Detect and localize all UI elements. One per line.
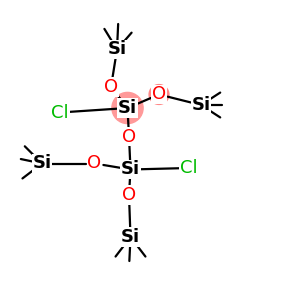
Text: Si: Si [121,228,140,246]
Text: Si: Si [32,154,52,172]
Text: Cl: Cl [180,159,198,177]
Circle shape [149,85,169,104]
Text: Cl: Cl [51,103,69,122]
Text: Si: Si [107,40,127,58]
Text: O: O [152,85,166,103]
Text: O: O [104,78,118,96]
Text: Si: Si [191,96,211,114]
Text: O: O [122,186,136,204]
Text: Si: Si [121,160,140,178]
Text: O: O [87,154,102,172]
Text: Si: Si [118,99,137,117]
Circle shape [112,92,143,124]
Text: O: O [122,128,136,146]
